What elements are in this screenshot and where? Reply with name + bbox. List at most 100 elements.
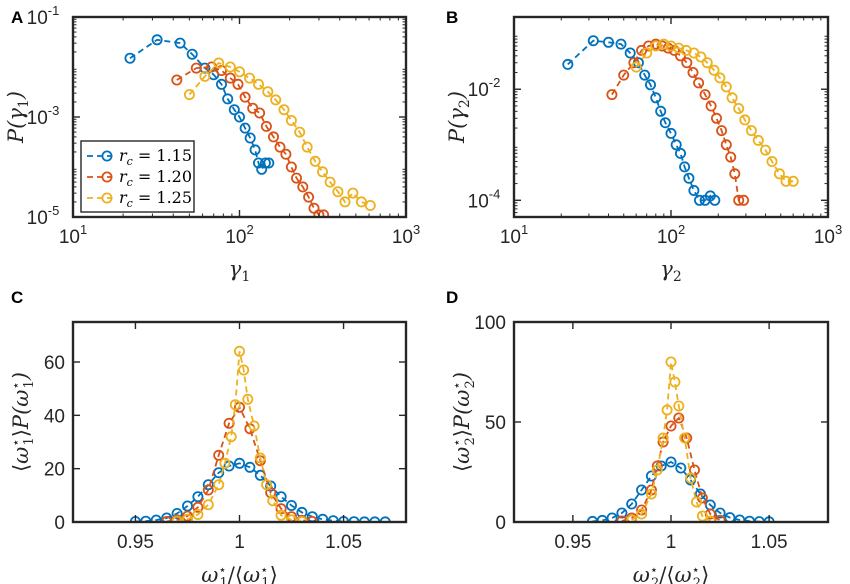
data-point (239, 122, 251, 134)
data-point (683, 172, 695, 184)
data-point (733, 103, 745, 115)
data-point (681, 57, 693, 69)
data-point (725, 151, 737, 163)
data-point (630, 61, 642, 73)
data-point (263, 157, 275, 169)
data-point (332, 186, 344, 198)
data-point (596, 514, 608, 522)
legend-entry-1: rc = 1.15 (119, 146, 192, 168)
data-point (171, 74, 183, 86)
data-point (641, 47, 653, 59)
data-point (285, 115, 297, 127)
data-point (213, 449, 225, 461)
panel-D: D 0.95 1 1.05 0 50 100 ω⋆ 2/⟨ω⋆ 2⟩ ⟨ω⋆2⟩P(ω⋆2) (446, 288, 830, 584)
data-point (275, 503, 287, 515)
x-tick-label: 0.95 (117, 532, 154, 553)
data-point (285, 161, 297, 173)
data-point (675, 462, 687, 474)
y-tick-label: 10-5 (27, 203, 60, 229)
y-axis-label: P(γ1) (4, 91, 32, 144)
data-point (254, 452, 266, 464)
data-point (618, 69, 630, 81)
data-point (693, 77, 705, 89)
data-point (233, 111, 245, 123)
series-3 (630, 38, 799, 187)
data-point (244, 132, 256, 144)
x-tick-label: 1 (234, 532, 245, 553)
data-point (699, 89, 711, 101)
x-tick-label: 103 (814, 222, 842, 248)
data-point (202, 479, 214, 491)
data-point (309, 155, 321, 167)
data-point (624, 47, 636, 59)
series-line (135, 462, 386, 522)
data-point (242, 393, 254, 405)
data-point (780, 175, 792, 187)
data-point (711, 112, 723, 124)
y-tick-label: 10-2 (468, 75, 501, 101)
data-point (252, 78, 264, 90)
y-axis-label: ⟨ω⋆2⟩P(ω⋆2) (450, 372, 478, 472)
data-point (324, 176, 336, 188)
data-point (183, 89, 195, 101)
data-point (714, 72, 726, 84)
data-point (606, 512, 618, 522)
data-point (673, 400, 685, 412)
data-point (161, 512, 173, 522)
data-point (688, 184, 700, 196)
series-2 (606, 38, 750, 206)
data-point (270, 94, 282, 106)
legend-swatch-marker (101, 171, 113, 183)
data-point (665, 456, 677, 468)
series-1 (129, 457, 391, 522)
data-point (726, 92, 738, 104)
data-point (261, 479, 273, 491)
data-point (701, 57, 713, 69)
y-axis-label: P(γ2) (445, 91, 473, 144)
data-point (254, 107, 266, 119)
series-1 (562, 35, 721, 206)
y-tick-label: 10-3 (27, 103, 60, 129)
data-point (259, 157, 271, 169)
data-point (669, 376, 681, 388)
data-point (171, 507, 183, 519)
data-point (262, 86, 274, 98)
data-point (696, 510, 708, 522)
panel-B: B 101 102 103 10-4 10-2 γ2 P(γ2) (445, 8, 842, 285)
x-axis-label: ω⋆ 2/⟨ω⋆ 2⟩ (633, 563, 710, 584)
x-tick-label: 1.05 (325, 532, 362, 553)
data-point (285, 499, 297, 511)
y-tick-label: 20 (44, 460, 65, 481)
x-tick-label: 103 (392, 222, 420, 248)
series-line (592, 460, 770, 522)
x-axis-label: γ1 (229, 257, 250, 285)
series-line (176, 351, 303, 522)
x-tick-label: 101 (500, 222, 528, 248)
data-point (645, 79, 657, 91)
series-line (611, 43, 744, 202)
data-point (275, 509, 287, 521)
data-point (267, 495, 279, 507)
data-point (760, 144, 772, 156)
data-point (691, 496, 703, 508)
series-3 (183, 57, 376, 211)
data-point (659, 117, 671, 129)
data-point (150, 514, 162, 522)
data-point (232, 78, 244, 90)
data-point (252, 157, 264, 169)
data-point (364, 199, 376, 211)
data-point (213, 57, 225, 69)
data-point (687, 67, 699, 79)
data-point (213, 479, 225, 491)
y-tick-label: 50 (485, 413, 506, 434)
data-point (657, 432, 669, 444)
data-point (192, 508, 204, 520)
data-point (705, 100, 717, 112)
data-point (182, 513, 193, 522)
data-point (665, 127, 677, 139)
series-1 (124, 34, 275, 175)
data-point (651, 464, 663, 476)
y-tick-label: 10-4 (468, 186, 501, 212)
legend-swatch-marker (101, 150, 113, 162)
